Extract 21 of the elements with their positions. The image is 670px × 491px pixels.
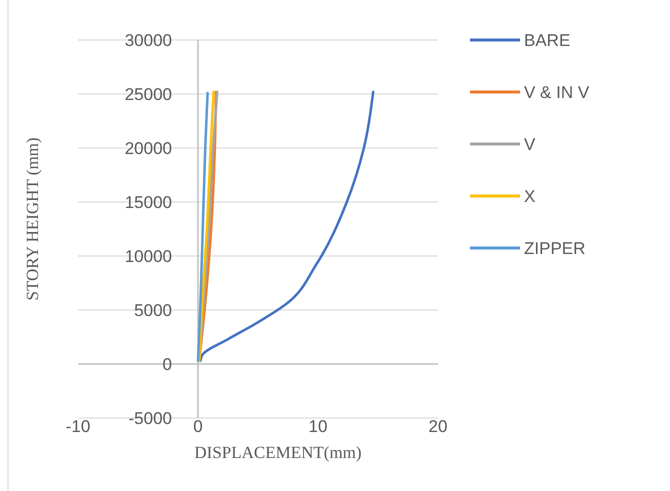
y-tick-label: 25000 [124,84,172,104]
y-axis-title: STORY HEIGHT (mm) [23,137,42,301]
y-tick-label: -5000 [128,408,172,428]
legend-label: V & IN V [524,82,590,102]
x-tick-label: 0 [193,417,203,436]
legend-label: ZIPPER [524,238,586,258]
y-tick-label: 20000 [124,138,172,158]
y-tick-label: 15000 [124,192,172,212]
line-series [196,92,209,362]
y-tick-label: 5000 [134,300,172,320]
x-tick-label: 20 [428,417,448,436]
y-tick-label: 10000 [124,246,172,266]
line-series [199,90,374,362]
legend-label: X [524,186,536,206]
legend-label: BARE [524,30,570,50]
y-tick-label: 0 [162,354,172,374]
y-tick-label: 30000 [124,30,172,50]
x-tick-label: -10 [66,417,90,436]
x-tick-label: 10 [308,417,328,436]
x-axis-title: DISPLACEMENT(mm) [194,443,362,462]
legend-label: V [524,134,536,154]
